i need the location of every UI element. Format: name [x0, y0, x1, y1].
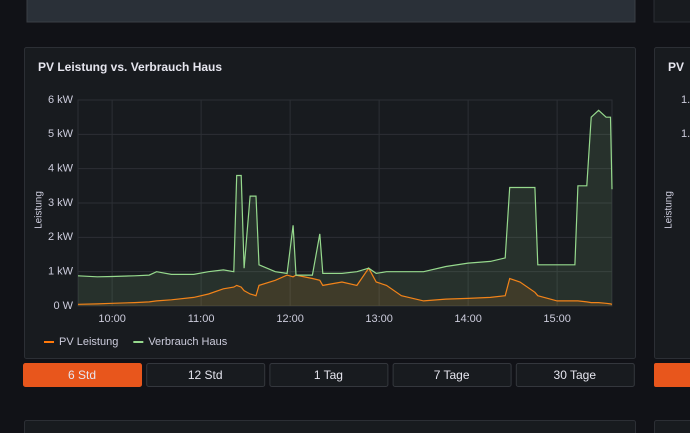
x-tick-label: 10:00: [98, 313, 126, 325]
series-area: [78, 268, 612, 306]
panel-title: PV Leistung vs. Verbrauch Haus: [38, 60, 222, 74]
button-label[interactable]: 1 Tag: [314, 368, 343, 382]
y-axis-label: Leistung: [34, 191, 45, 229]
side-y-axis-label: Leistung: [664, 191, 675, 229]
series-line: [77, 267, 613, 305]
side-panel: [654, 47, 690, 359]
y-tick-label: 5 kW: [48, 128, 74, 140]
side-y-tick-label: 1.: [681, 94, 690, 106]
series-line: [77, 109, 613, 278]
time-range-button[interactable]: [392, 363, 512, 387]
button-label[interactable]: 6 Std: [68, 368, 96, 382]
y-tick-label: 1 kW: [48, 266, 74, 278]
side-button[interactable]: [654, 363, 690, 387]
x-tick-label: 11:00: [188, 313, 215, 325]
legend-label: PV Leistung: [59, 336, 118, 348]
series-area: [78, 110, 612, 306]
side-y-tick-label: 1.: [681, 128, 690, 140]
time-range-button[interactable]: [515, 363, 635, 387]
x-tick-label: 14:00: [454, 313, 482, 325]
y-tick-label: 0 W: [53, 300, 73, 312]
y-tick-label: 6 kW: [48, 94, 74, 106]
lower-side-panel: [654, 420, 690, 433]
image-panel: [26, 0, 636, 23]
time-range-button[interactable]: [146, 363, 266, 387]
legend-label: Verbrauch Haus: [148, 336, 227, 348]
side-image-panel: [653, 0, 690, 23]
side-panel-title: PV: [668, 60, 684, 74]
y-tick-label: 4 kW: [48, 163, 74, 175]
y-tick-label: 2 kW: [48, 231, 74, 243]
x-tick-label: 13:00: [365, 313, 393, 325]
button-label[interactable]: 30 Tage: [554, 368, 597, 382]
x-tick-label: 12:00: [276, 313, 304, 325]
lower-panel: [24, 420, 636, 433]
button-label[interactable]: 7 Tage: [434, 368, 470, 382]
y-tick-label: 3 kW: [48, 197, 74, 209]
button-label[interactable]: 12 Std: [188, 368, 223, 382]
x-tick-label: 15:00: [543, 313, 571, 325]
time-range-button[interactable]: [23, 363, 142, 387]
time-range-button[interactable]: [269, 363, 389, 387]
